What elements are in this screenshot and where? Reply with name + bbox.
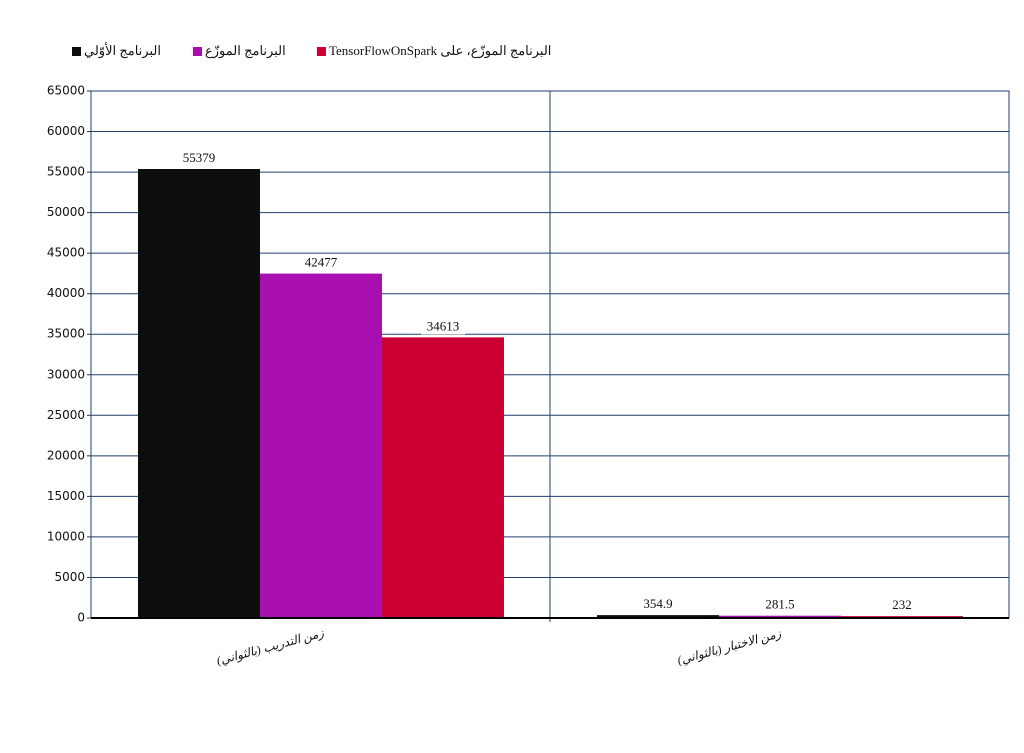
y-tick-label: 0 bbox=[77, 611, 85, 625]
bar bbox=[382, 337, 504, 618]
value-label: 281.5 bbox=[765, 597, 794, 612]
y-tick-label: 55000 bbox=[47, 165, 85, 179]
legend-label: البرنامج الأوّلي bbox=[84, 42, 161, 59]
value-label-bg bbox=[758, 597, 802, 613]
bar bbox=[138, 169, 260, 619]
y-tick-label: 40000 bbox=[47, 286, 85, 300]
value-label-bg bbox=[177, 151, 221, 167]
y-tick-label: 15000 bbox=[47, 489, 85, 503]
value-label: 232 bbox=[892, 597, 912, 612]
legend-label: البرنامج الموزّع bbox=[205, 43, 286, 59]
y-tick-label: 5000 bbox=[54, 570, 85, 584]
bar bbox=[260, 273, 382, 618]
legend-swatch bbox=[193, 47, 202, 56]
y-tick-label: 35000 bbox=[47, 327, 85, 341]
value-label: 34613 bbox=[427, 318, 460, 333]
legend-label: البرنامج الموزّع، على TensorFlowOnSpark bbox=[329, 43, 551, 59]
y-tick-label: 65000 bbox=[47, 84, 85, 98]
y-tick-label: 60000 bbox=[47, 124, 85, 138]
y-tick-label: 25000 bbox=[47, 408, 85, 422]
y-tick-label: 20000 bbox=[47, 448, 85, 462]
value-label: 354.9 bbox=[643, 596, 672, 611]
legend-swatch bbox=[72, 47, 81, 56]
value-label: 42477 bbox=[305, 255, 338, 270]
value-label-bg bbox=[299, 255, 343, 271]
y-tick-label: 30000 bbox=[47, 367, 85, 381]
value-label-bg bbox=[421, 319, 465, 335]
value-label: 55379 bbox=[183, 150, 216, 165]
legend-swatch bbox=[317, 47, 326, 56]
bar bbox=[597, 615, 719, 618]
value-label-bg bbox=[880, 598, 924, 614]
y-tick-label: 45000 bbox=[47, 246, 85, 260]
y-tick-label: 10000 bbox=[47, 529, 85, 543]
value-label-bg bbox=[636, 597, 680, 613]
y-tick-label: 50000 bbox=[47, 205, 85, 219]
bar bbox=[719, 615, 841, 618]
